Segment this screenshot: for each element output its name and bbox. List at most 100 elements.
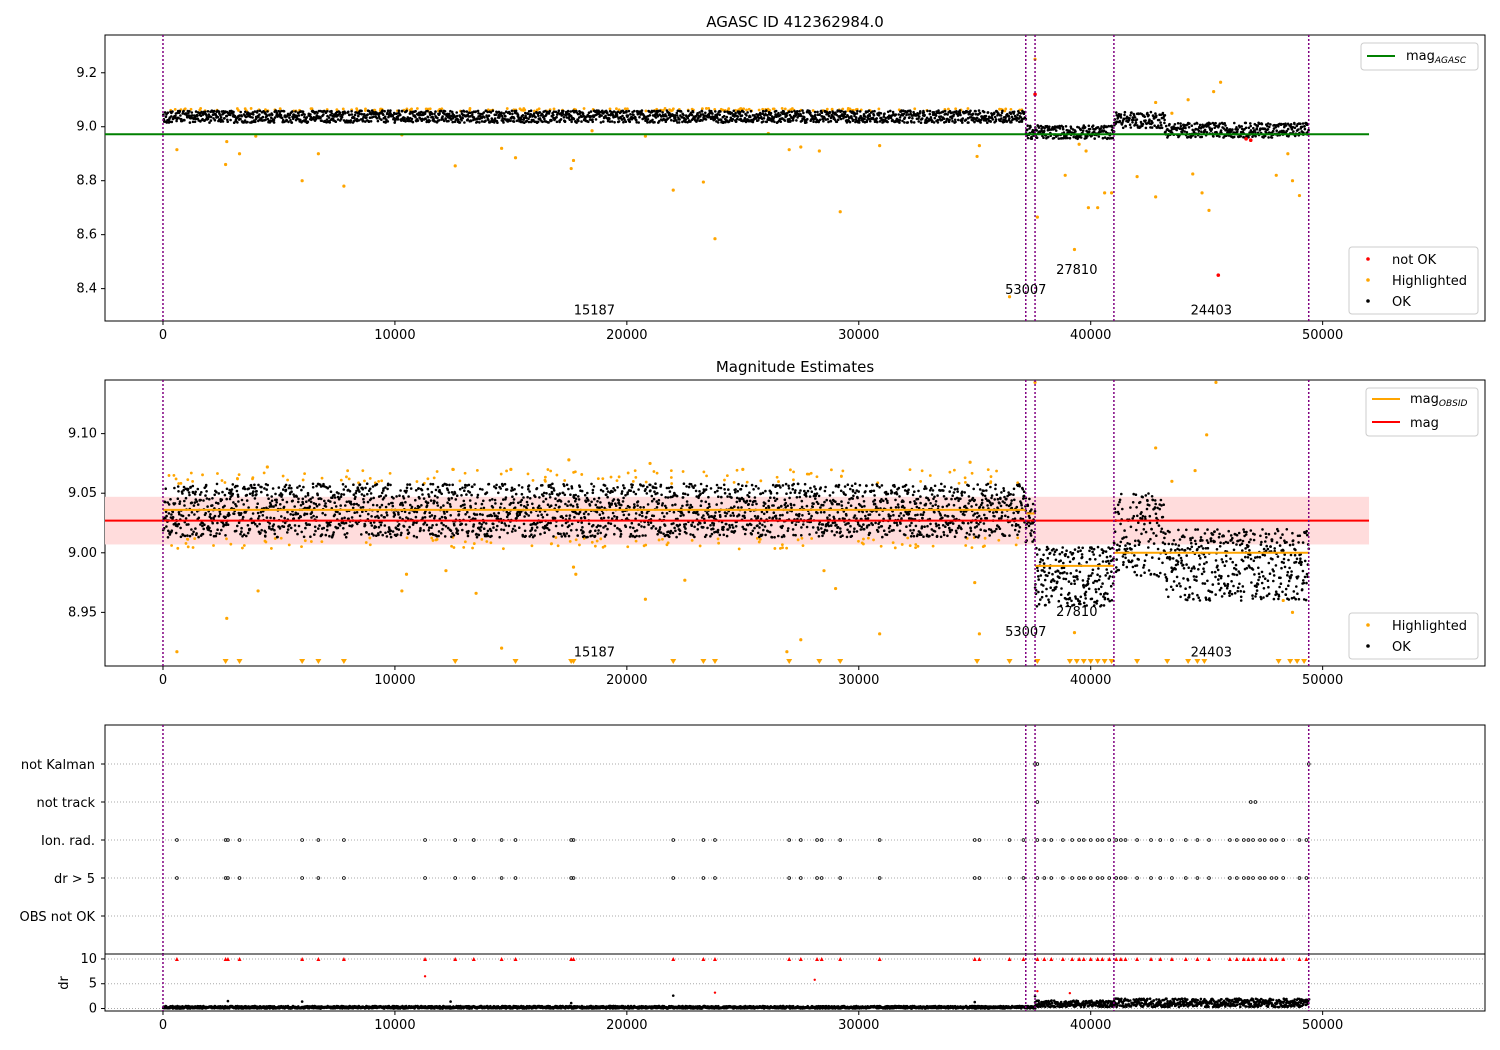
data-point-ok	[427, 529, 431, 532]
data-point-ok	[791, 118, 795, 122]
data-point-ok	[803, 116, 806, 119]
data-point-highlighted	[474, 591, 478, 595]
data-point-ok	[574, 493, 577, 497]
data-point-ok	[397, 523, 401, 526]
data-point-ok	[447, 498, 451, 502]
data-point-ok	[1019, 116, 1023, 119]
data-point-ok	[977, 109, 981, 112]
data-point-highlighted	[778, 546, 782, 550]
y-tick-label: 9.0	[76, 120, 97, 135]
data-point-ok	[460, 522, 464, 526]
data-point-ok	[513, 488, 516, 491]
data-point-ok	[193, 492, 197, 496]
data-point-highlighted	[878, 632, 882, 636]
data-point-ok	[357, 119, 361, 122]
data-point-ok	[613, 121, 616, 124]
data-point-ok	[322, 526, 326, 530]
data-point-highlighted	[193, 537, 197, 540]
data-point-ok	[328, 523, 332, 527]
data-point-ok	[583, 516, 587, 520]
data-point-highlighted	[444, 569, 448, 573]
data-point-ok	[601, 511, 605, 515]
data-point-highlighted	[345, 475, 348, 479]
data-point-ok	[202, 527, 205, 531]
data-point-ok	[328, 121, 332, 124]
data-point-highlighted	[458, 479, 462, 483]
data-point-ok	[309, 500, 313, 504]
data-point-ok	[336, 526, 340, 530]
data-point-ok	[204, 494, 207, 497]
data-point-highlighted	[172, 473, 176, 477]
data-point-ok	[828, 110, 832, 114]
data-point-ok	[1236, 128, 1239, 131]
data-point-ok	[195, 532, 198, 535]
data-point-highlighted	[626, 545, 630, 549]
data-point-ok	[299, 504, 303, 507]
data-point-ok	[194, 117, 198, 121]
data-point-ok	[534, 529, 537, 532]
data-point-ok	[261, 514, 265, 517]
data-point-ok	[1214, 124, 1218, 128]
data-point-ok	[599, 531, 602, 535]
data-point-ok	[389, 529, 393, 533]
data-point-ok	[675, 111, 679, 115]
data-point-ok	[865, 119, 869, 122]
data-point-ok	[1117, 112, 1121, 116]
data-point-highlighted	[954, 107, 958, 111]
data-point-ok	[385, 511, 388, 514]
data-point-ok	[548, 493, 551, 496]
data-point-ok	[857, 121, 861, 124]
data-point-ok	[1043, 127, 1046, 130]
data-point-ok	[273, 528, 276, 532]
data-point-ok	[508, 112, 512, 115]
x-tick-label: 40000	[1070, 328, 1111, 343]
data-point-ok	[242, 503, 245, 506]
data-point-ok	[689, 533, 692, 536]
data-point-ok	[219, 114, 222, 117]
data-point-highlighted	[1274, 173, 1278, 177]
data-point-ok	[478, 121, 481, 124]
data-point-ok	[1187, 126, 1191, 129]
data-point-ok	[668, 490, 672, 493]
data-point-highlighted	[787, 148, 791, 152]
data-point-highlighted	[431, 539, 435, 542]
data-point-ok	[360, 112, 364, 116]
data-point-ok	[1172, 125, 1175, 128]
data-point-ok	[1155, 114, 1158, 118]
data-point-ok	[526, 112, 530, 116]
data-point-ok	[215, 532, 218, 535]
data-point-ok	[163, 500, 167, 504]
data-point-ok	[181, 514, 185, 518]
data-point-ok	[889, 116, 893, 120]
data-point-ok	[1099, 127, 1102, 130]
data-point-ok	[499, 506, 502, 509]
data-point-ok	[1232, 135, 1236, 139]
data-point-ok	[420, 504, 423, 507]
data-point-ok	[632, 526, 635, 530]
data-point-ok	[468, 499, 472, 502]
data-point-ok	[1093, 137, 1096, 140]
data-point-ok	[1146, 111, 1149, 115]
data-point-ok	[1046, 135, 1050, 139]
data-point-ok	[549, 504, 553, 508]
data-point-ok	[579, 110, 582, 114]
data-point-ok	[641, 534, 644, 537]
data-point-ok	[508, 512, 512, 515]
data-point-ok	[1061, 127, 1065, 131]
data-point-ok	[320, 533, 324, 536]
data-point-ok	[613, 532, 616, 536]
data-point-ok	[812, 120, 815, 123]
data-point-highlighted	[400, 589, 404, 593]
data-point-ok	[787, 110, 791, 113]
data-point-ok	[546, 503, 550, 507]
data-point-ok	[447, 119, 450, 123]
data-point-ok	[559, 500, 563, 503]
data-point-ok	[639, 506, 642, 509]
data-point-ok	[284, 483, 288, 487]
data-point-ok	[587, 522, 591, 526]
data-point-ok	[634, 492, 638, 496]
data-point-ok	[621, 500, 625, 503]
data-point-ok	[350, 502, 353, 506]
data-point-highlighted	[652, 470, 656, 473]
data-point-ok	[308, 505, 312, 508]
